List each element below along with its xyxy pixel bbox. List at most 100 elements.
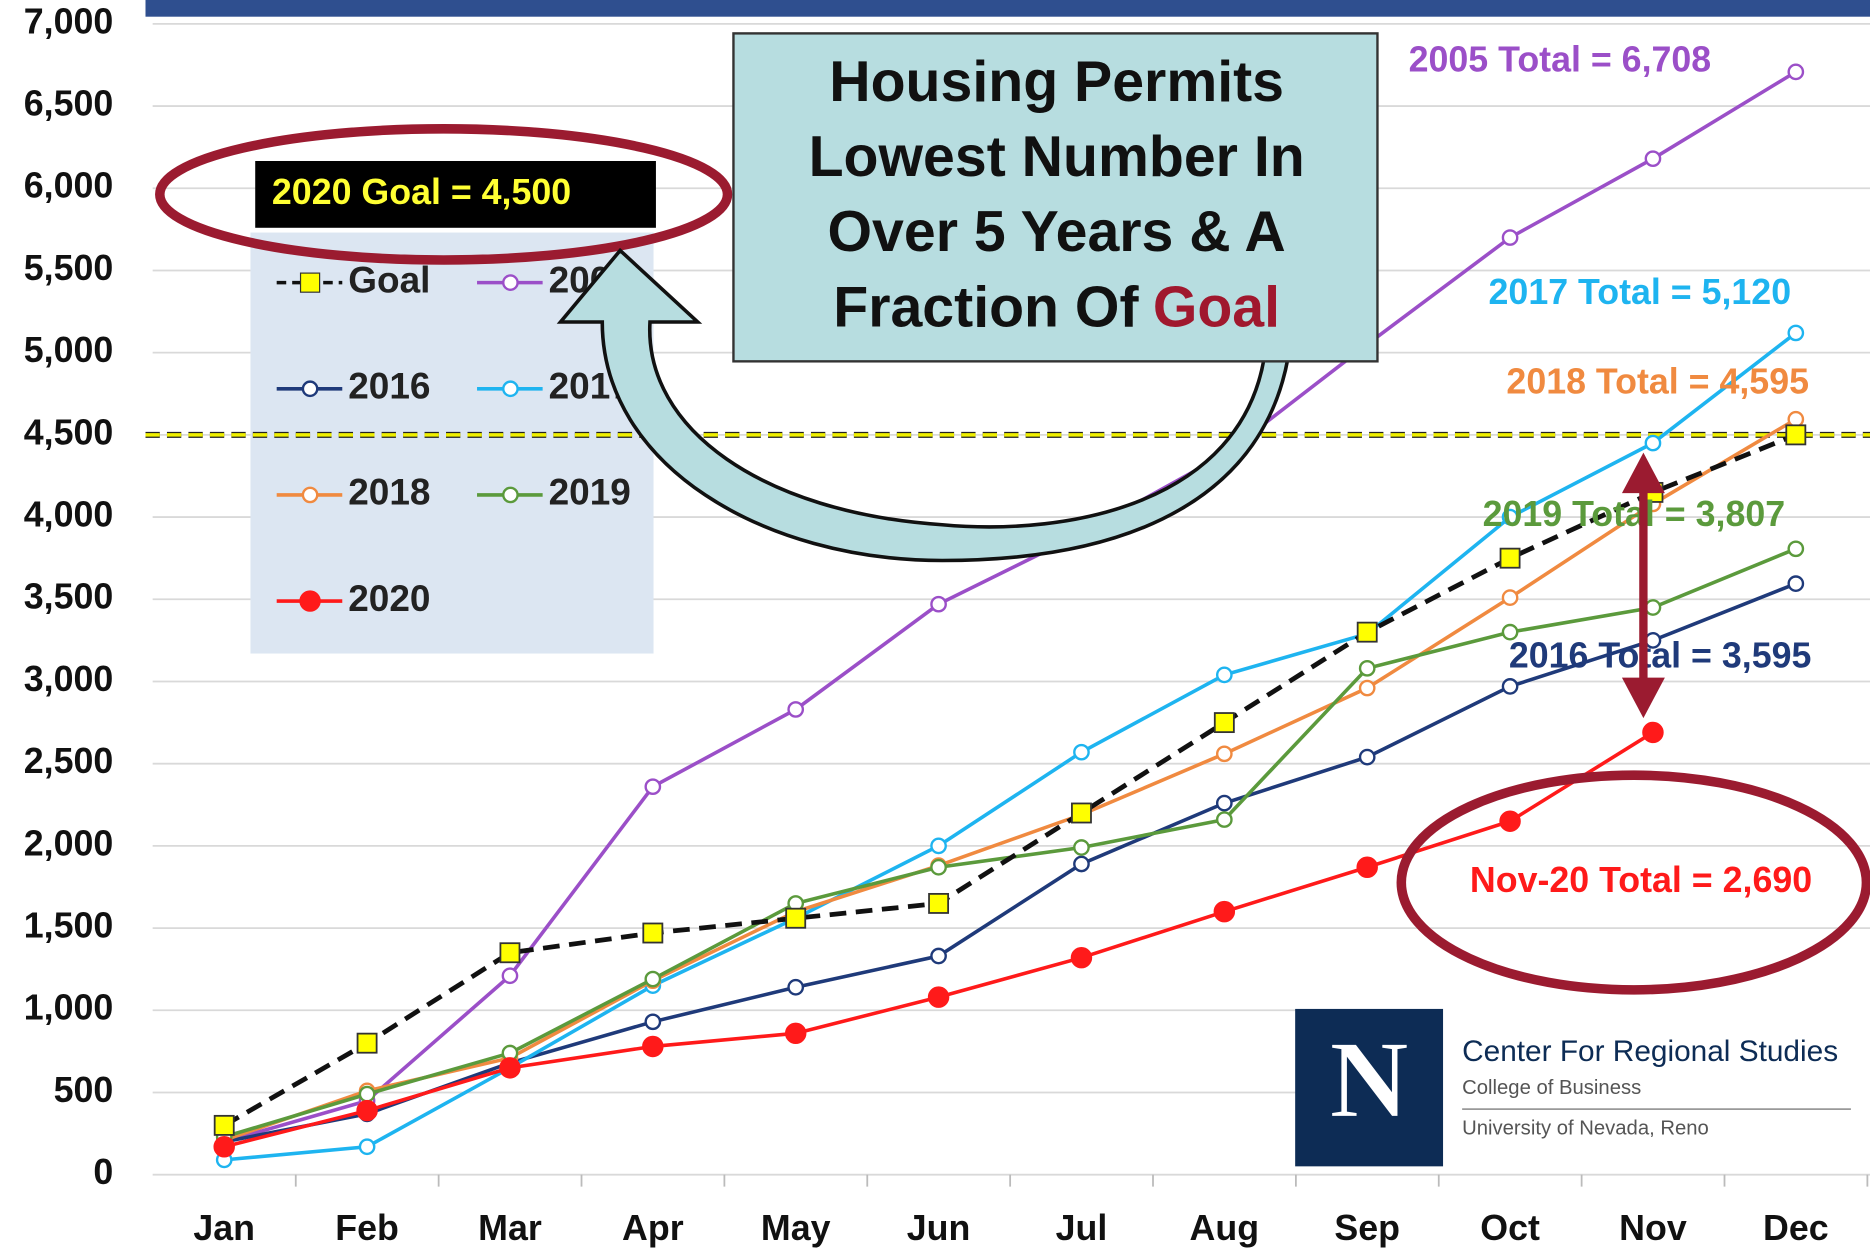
x-tick-label: Oct: [1480, 1208, 1540, 1248]
annotation: Nov-20 Total = 2,690: [1470, 860, 1812, 900]
series-line: [223, 432, 1797, 1128]
y-tick-label: 5,000: [24, 330, 114, 370]
legend-marker: [299, 272, 321, 293]
logo-university: University of Nevada, Reno: [1462, 1118, 1709, 1140]
point: [930, 595, 947, 613]
point: [1644, 599, 1662, 616]
point: [1215, 666, 1233, 684]
point: [787, 978, 805, 996]
legend-label: 2016: [348, 366, 430, 407]
annotation: 2018 Total = 4,595: [1506, 361, 1809, 401]
callout-highlight: Goal: [1153, 275, 1280, 339]
legend-marker: [301, 486, 319, 504]
goal-label: 2020 Goal = 4,500: [272, 172, 571, 212]
x-tick-label: Sep: [1334, 1208, 1400, 1248]
legend-marker: [301, 380, 319, 398]
point: [358, 1138, 376, 1156]
point: [1787, 540, 1805, 558]
callout-text: Housing Permits: [829, 50, 1284, 114]
point: [1356, 856, 1378, 878]
point: [784, 1022, 807, 1045]
highlight-ellipse: [1396, 770, 1870, 995]
callout-line: Fraction Of Goal: [833, 275, 1280, 339]
point: [644, 778, 662, 796]
goal-marker: [213, 1114, 235, 1136]
callout-text: Over 5 Years & A: [828, 200, 1286, 264]
point: [1070, 946, 1093, 969]
point: [358, 1085, 376, 1103]
point: [1787, 410, 1805, 428]
point: [1073, 743, 1090, 761]
point: [1215, 794, 1233, 812]
callout-text: Fraction Of: [833, 275, 1139, 339]
point: [644, 970, 662, 988]
legend-label: 2019: [549, 472, 631, 513]
y-tick-label: 2,000: [24, 823, 114, 863]
goal-marker: [1499, 547, 1521, 569]
series-line: [223, 417, 1797, 1142]
series-line: [223, 581, 1797, 1144]
point: [644, 1013, 662, 1031]
point: [642, 1035, 664, 1058]
y-tick-label: 0: [93, 1152, 113, 1192]
point: [1215, 811, 1233, 828]
point: [927, 986, 950, 1008]
legend-label: Goal: [348, 259, 430, 300]
goal-marker: [499, 942, 521, 964]
point: [1787, 575, 1805, 593]
curved-arrow: [556, 247, 1291, 563]
point: [1213, 900, 1236, 923]
annotation: 2017 Total = 5,120: [1489, 272, 1792, 312]
callout-text: Lowest Number In: [809, 125, 1305, 189]
logo-name: Center For Regional Studies: [1462, 1035, 1838, 1068]
y-tick-label: 6,000: [24, 166, 114, 206]
goal-marker: [1356, 621, 1378, 643]
x-tick-label: Jul: [1056, 1208, 1108, 1248]
point: [1642, 721, 1664, 744]
point: [1787, 324, 1805, 342]
x-tick-label: Dec: [1763, 1208, 1829, 1248]
x-tick-label: Jun: [907, 1208, 971, 1248]
point: [1644, 150, 1662, 168]
callout-line: Over 5 Years & A: [828, 200, 1286, 264]
annotation: 2005 Total = 6,708: [1409, 39, 1712, 79]
annotation: 2016 Total = 3,595: [1509, 636, 1812, 676]
gap-arrowhead: [1621, 677, 1665, 719]
point: [930, 837, 947, 855]
x-tick-label: Mar: [478, 1208, 542, 1248]
y-tick-label: 6,500: [24, 84, 114, 124]
point: [356, 1099, 378, 1122]
legend-marker: [502, 380, 519, 398]
x-tick-label: Apr: [622, 1208, 684, 1248]
legend-marker: [502, 486, 519, 504]
x-tick-label: Aug: [1190, 1208, 1260, 1248]
point: [787, 701, 805, 718]
goal-marker: [928, 892, 950, 914]
logo-box: [1295, 1008, 1444, 1167]
goal-marker: [785, 907, 807, 929]
logo-college: College of Business: [1462, 1077, 1641, 1099]
y-tick-label: 4,000: [24, 495, 114, 535]
point: [1073, 839, 1090, 856]
legend-label: 2018: [348, 472, 430, 513]
top-bar: [145, 0, 1870, 17]
point: [213, 1136, 235, 1158]
point: [930, 947, 947, 965]
x-tick-label: Feb: [335, 1208, 399, 1248]
point: [1501, 678, 1519, 695]
highlight-ellipse: [155, 124, 733, 265]
point: [1215, 745, 1233, 763]
point: [1501, 589, 1519, 606]
series-line: [224, 331, 1797, 1162]
y-tick-label: 5,500: [24, 248, 114, 288]
point: [1501, 508, 1519, 526]
point: [1358, 679, 1376, 697]
series-line: [223, 70, 1797, 1144]
point: [1644, 434, 1662, 452]
x-tick-label: May: [761, 1208, 831, 1248]
y-tick-label: 1,000: [24, 988, 114, 1028]
legend-marker: [299, 590, 321, 612]
legend-label: 2020: [348, 578, 430, 619]
y-tick-label: 3,500: [24, 577, 114, 617]
